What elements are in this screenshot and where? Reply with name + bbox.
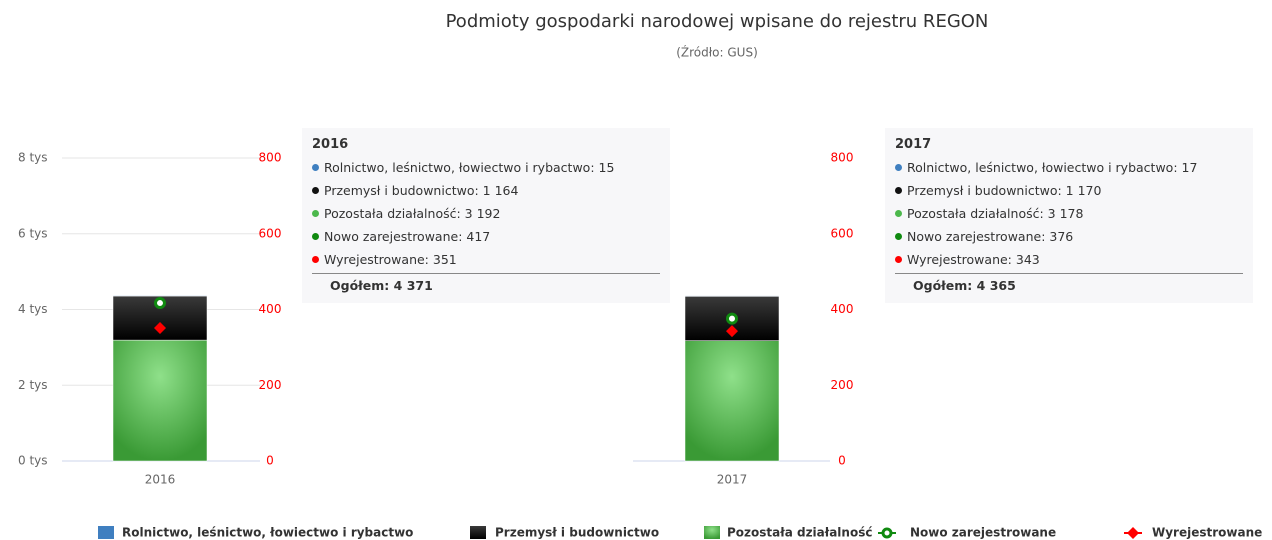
bar (112, 339, 208, 462)
tooltip-row: Rolnictwo, leśnictwo, łowiectwo i rybact… (895, 156, 1243, 179)
tooltip-row: Wyrejestrowane: 343 (895, 248, 1243, 271)
tooltip-text: Pozostała działalność: 3 178 (907, 206, 1084, 221)
chart-subtitle: (Źródło: GUS) (676, 45, 758, 60)
tooltip-bullet (895, 256, 902, 263)
y-tick-label: 4 tys (18, 302, 48, 316)
tooltip-bullet (312, 187, 319, 194)
tooltip-text: Przemysł i budownictwo: 1 164 (324, 183, 519, 198)
y2-tick-label: 600 (259, 226, 282, 240)
line-marker (154, 322, 166, 335)
legend-symbol (1127, 527, 1139, 539)
tooltip-title: 2017 (895, 137, 932, 152)
tooltip-row: Przemysł i budownictwo: 1 164 (312, 179, 660, 202)
y-tick-label: 6 tys (18, 226, 48, 240)
y-tick-label: 2 tys (18, 378, 48, 392)
tooltip-row: Nowo zarejestrowane: 376 (895, 225, 1243, 248)
tooltip: 2017 Rolnictwo, leśnictwo, łowiectwo i ry… (885, 128, 1253, 303)
tooltip-row: Nowo zarejestrowane: 417 (312, 225, 660, 248)
legend-label: Wyrejestrowane (1152, 526, 1262, 540)
chart-title: Podmioty gospodarki narodowej wpisane do… (446, 11, 989, 32)
tooltip-text: Przemysł i budownictwo: 1 170 (907, 183, 1102, 198)
tooltip-total: Ogółem: 4 371 (312, 273, 660, 298)
legend-symbol (98, 526, 114, 539)
y-tick-label: 0 tys (18, 454, 48, 468)
legend-label: Rolnictwo, leśnictwo, łowiectwo i rybact… (122, 526, 413, 540)
legend-label: Przemysł i budownictwo (495, 526, 659, 540)
line-marker (154, 297, 166, 310)
x-tick-label: 2016 (145, 473, 176, 487)
y2-tick-label: 0 (838, 454, 846, 468)
line (160, 303, 732, 319)
legend-label: Pozostała działalność (727, 526, 872, 540)
bar (112, 295, 208, 297)
legend-symbol (470, 526, 486, 539)
tooltip-text: Pozostała działalność: 3 192 (324, 206, 501, 221)
tooltip-bullet (895, 164, 902, 171)
y2-tick-label: 400 (259, 302, 282, 316)
tooltip-text: Rolnictwo, leśnictwo, łowiectwo i rybact… (907, 160, 1198, 175)
legend-symbol (881, 527, 893, 539)
tooltip-bullet (895, 233, 902, 240)
line (160, 328, 732, 331)
tooltip-bullet (312, 210, 319, 217)
tooltip-bullet (312, 164, 319, 171)
tooltip-text: Nowo zarejestrowane: 376 (907, 229, 1074, 244)
tooltip-text: Nowo zarejestrowane: 417 (324, 229, 491, 244)
tooltip: 2016 Rolnictwo, leśnictwo, łowiectwo i ry… (302, 128, 670, 303)
y2-tick-label: 400 (831, 302, 854, 316)
tooltip-text: Wyrejestrowane: 351 (324, 252, 457, 267)
line-marker (726, 312, 738, 325)
x-tick-label: 2017 (717, 473, 748, 487)
y2-tick-label: 800 (259, 151, 282, 165)
y2-tick-label: 200 (831, 378, 854, 392)
tooltip-row: Pozostała działalność: 3 192 (312, 202, 660, 225)
bar (684, 340, 780, 462)
tooltip-row: Wyrejestrowane: 351 (312, 248, 660, 271)
y2-tick-label: 0 (266, 454, 274, 468)
tooltip-row: Przemysł i budownictwo: 1 170 (895, 179, 1243, 202)
y2-tick-label: 600 (831, 226, 854, 240)
tooltip-text: Wyrejestrowane: 343 (907, 252, 1040, 267)
tooltip-row: Rolnictwo, leśnictwo, łowiectwo i rybact… (312, 156, 660, 179)
legend-symbol (704, 526, 720, 539)
tooltip-row: Pozostała działalność: 3 178 (895, 202, 1243, 225)
tooltip-bullet (895, 187, 902, 194)
tooltip-text: Rolnictwo, leśnictwo, łowiectwo i rybact… (324, 160, 615, 175)
tooltip-total: Ogółem: 4 365 (895, 273, 1243, 298)
y-tick-label: 8 tys (18, 151, 48, 165)
legend-label: Nowo zarejestrowane (910, 526, 1056, 540)
tooltip-bullet (312, 233, 319, 240)
tooltip-bullet (895, 210, 902, 217)
line-marker (726, 325, 738, 338)
tooltip-bullet (312, 256, 319, 263)
y2-tick-label: 200 (259, 378, 282, 392)
bar (684, 295, 780, 297)
y2-tick-label: 800 (831, 151, 854, 165)
tooltip-title: 2016 (312, 137, 349, 152)
